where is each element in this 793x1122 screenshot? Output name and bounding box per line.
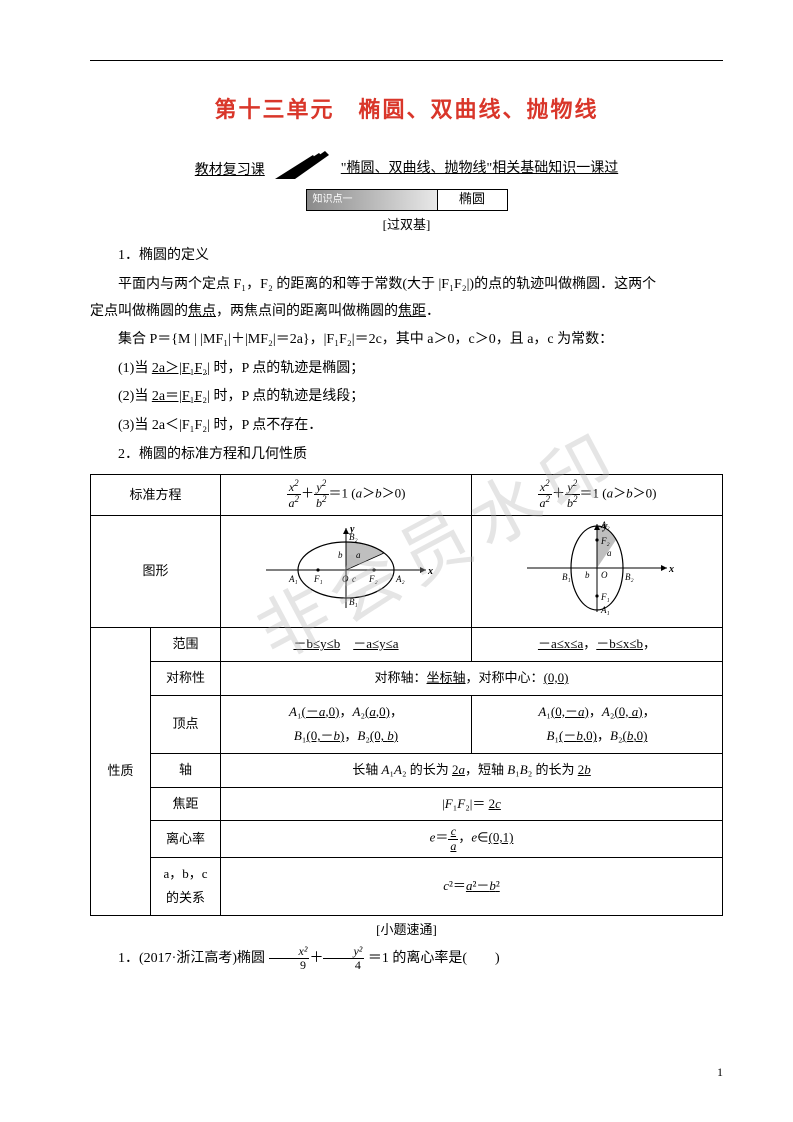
definition-line1: 平面内与两个定点 F₁，F₂ 的距离的和等于常数(大于 |F₁F₂|)的点的轨迹… xyxy=(90,272,723,299)
t: 时，P 点的轨迹是线段； xyxy=(210,389,364,404)
subtitle-left: 教材复习课 xyxy=(195,156,265,183)
svg-text:F₁: F₁ xyxy=(313,574,323,584)
svg-text:O: O xyxy=(342,574,349,584)
num: x² xyxy=(269,945,310,959)
row-focal-label: 焦距 xyxy=(151,787,221,821)
case-3: (3)当 2a＜|F₁F₂| 时，P 点不存在． xyxy=(90,413,723,440)
quick-quiz-caption: [小题速通] xyxy=(90,918,723,943)
svg-text:F₂: F₂ xyxy=(600,536,610,546)
svg-text:A₂: A₂ xyxy=(395,574,405,584)
row-focal-value: |F₁F₂|＝ 2c xyxy=(221,787,723,821)
num: y² xyxy=(323,945,364,959)
row-vertex-h: A₁A₁(－a,0)(－a,0)，A₂(a,0)， B₁(0,－b)，B₂(0,… xyxy=(221,695,472,753)
u-focal-dist: 焦距 xyxy=(398,304,426,319)
t: ，对称中心： xyxy=(466,670,544,685)
row-abc-label: a，b，c 的关系 xyxy=(151,857,221,915)
u: －b≤y≤b xyxy=(293,636,340,651)
properties-table: 标准方程 x2a2＋y2b2＝1 (a＞b＞0) x2a2＋y2b2＝1 (a＞… xyxy=(90,474,723,916)
flash-icon xyxy=(273,149,333,183)
section-2-heading: 2．椭圆的标准方程和几何性质 xyxy=(90,442,723,469)
svg-text:B₁: B₁ xyxy=(562,572,571,582)
topic-box: 知识点一 椭圆 xyxy=(306,189,508,211)
row-abc-value: c²＝a²－b² xyxy=(221,857,723,915)
den: a xyxy=(448,840,458,853)
svg-text:b: b xyxy=(338,550,343,560)
row-range-label: 范围 xyxy=(151,628,221,662)
set-definition: 集合 P＝{M | |MF₁|＋|MF₂|＝2a}，|F₁F₂|＝2c，其中 a… xyxy=(90,327,723,354)
svg-text:O: O xyxy=(601,570,608,580)
svg-text:y: y xyxy=(602,521,608,532)
figure-horizontal-ellipse: A₁ F₁ O c F₂ A₂ B₂ B₁ a b x y xyxy=(221,515,472,628)
t: 对称轴： xyxy=(375,670,427,685)
u: (0,1) xyxy=(489,830,514,845)
t: ． xyxy=(426,304,440,319)
row-range-v: －a≤x≤a，－b≤x≤b， xyxy=(472,628,723,662)
svg-text:b: b xyxy=(585,570,590,580)
num: c xyxy=(448,825,458,839)
u: 2a＝|F₁F₂| xyxy=(152,389,210,404)
u-focus: 焦点 xyxy=(188,304,216,319)
row-range-h: －b≤y≤b －a≤y≤a xyxy=(221,628,472,662)
t: (1)当 xyxy=(118,361,152,376)
svg-text:A₁: A₁ xyxy=(288,574,298,584)
th-figure: 图形 xyxy=(91,515,221,628)
subtitle-row: 教材复习课 "椭圆、双曲线、抛物线"相关基础知识一课过 xyxy=(90,149,723,183)
section-1-heading: 1．椭圆的定义 xyxy=(90,243,723,270)
svg-text:F₁: F₁ xyxy=(600,592,610,602)
subtitle-right: "椭圆、双曲线、抛物线"相关基础知识一课过 xyxy=(341,156,618,183)
row-axis-value: 长轴 A₁A₂ 的长为 2a，短轴 B₁B₂ 的长为 2b xyxy=(221,754,723,788)
svg-text:c: c xyxy=(352,574,356,584)
topic-box-gray: 知识点一 xyxy=(307,190,437,210)
eq-horizontal: x2a2＋y2b2＝1 (a＞b＞0) xyxy=(221,475,472,515)
row-ecc-value: e＝ca，e∈(0,1) xyxy=(221,821,723,857)
t: ，两焦点间的距离叫做椭圆的 xyxy=(216,304,398,319)
row-symmetry-label: 对称性 xyxy=(151,661,221,695)
case-1: (1)当 2a＞|F₁F₂| 时，P 点的轨迹是椭圆； xyxy=(90,356,723,383)
u: －a≤x≤a xyxy=(538,636,583,651)
top-rule xyxy=(90,60,723,61)
u: －b≤x≤b xyxy=(596,636,643,651)
eq-vertical: x2a2＋y2b2＝1 (a＞b＞0) xyxy=(472,475,723,515)
topic-box-white: 椭圆 xyxy=(437,190,507,210)
svg-text:A₁: A₁ xyxy=(600,605,610,615)
topic-box-row: 知识点一 椭圆 xyxy=(90,189,723,211)
row-axis-label: 轴 xyxy=(151,754,221,788)
row-vertex-label: 顶点 xyxy=(151,695,221,753)
den: 4 xyxy=(323,959,364,972)
t: ＝1 的离心率是( ) xyxy=(368,951,500,966)
th-properties: 性质 xyxy=(91,628,151,916)
question-1: 1．(2017·浙江高考)椭圆 x²9＋y²4 ＝1 的离心率是( ) xyxy=(90,945,723,973)
u: －a≤y≤a xyxy=(353,636,398,651)
row-symmetry-value: 对称轴：坐标轴，对称中心：(0,0) xyxy=(221,661,723,695)
case-2: (2)当 2a＝|F₁F₂| 时，P 点的轨迹是线段； xyxy=(90,384,723,411)
u: 2a＞|F₁F₂| xyxy=(152,361,210,376)
t: (2)当 xyxy=(118,389,152,404)
t: 时，P 点的轨迹是椭圆； xyxy=(210,361,364,376)
t: 1．(2017·浙江高考)椭圆 xyxy=(118,951,265,966)
page-number: 1 xyxy=(717,1061,723,1084)
svg-text:B₁: B₁ xyxy=(349,597,358,607)
t: 定点叫做椭圆的 xyxy=(90,304,188,319)
definition-line2: 定点叫做椭圆的焦点，两焦点间的距离叫做椭圆的焦距． xyxy=(90,299,723,326)
row-ecc-label: 离心率 xyxy=(151,821,221,857)
u: (0,0) xyxy=(544,670,569,685)
u: 坐标轴 xyxy=(427,670,466,685)
den: 9 xyxy=(269,959,310,972)
svg-text:x: x xyxy=(668,564,674,575)
svg-text:x: x xyxy=(427,566,433,577)
figure-vertical-ellipse: B₁ B₂ b O F₂ F₁ a A₂ A₁ x y xyxy=(472,515,723,628)
th-std-eq: 标准方程 xyxy=(91,475,221,515)
sub-caption: [过双基] xyxy=(90,213,723,238)
row-vertex-v: A₁(0,－a)，A₂(0, a)， B₁(－b,0)，B₂(b,0) xyxy=(472,695,723,753)
svg-text:y: y xyxy=(349,524,355,535)
svg-text:B₂: B₂ xyxy=(625,572,634,582)
svg-text:F₂: F₂ xyxy=(368,574,378,584)
svg-text:a: a xyxy=(607,548,612,558)
svg-text:a: a xyxy=(356,550,361,560)
unit-title: 第十三单元 椭圆、双曲线、抛物线 xyxy=(90,89,723,131)
